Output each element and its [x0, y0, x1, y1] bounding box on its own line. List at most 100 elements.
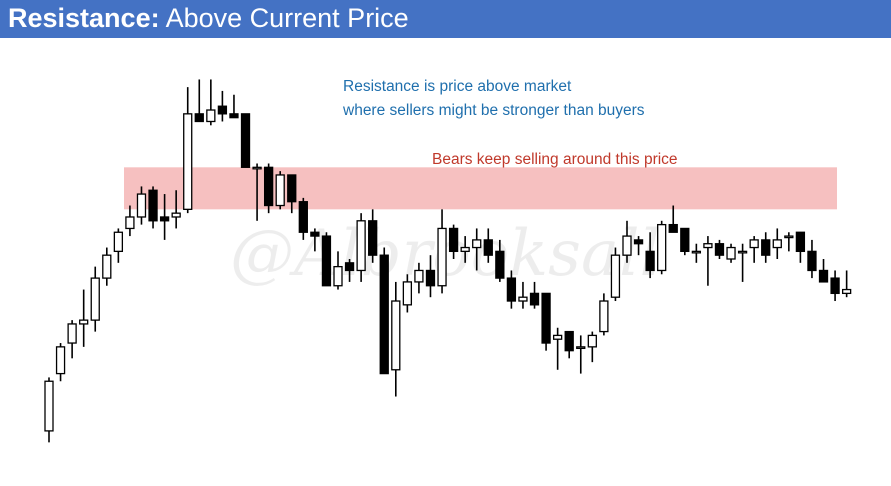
bull-candle-body: [125, 216, 135, 230]
bear-candle-body: [425, 269, 436, 287]
bear-candle-body: [506, 277, 517, 302]
bull-candle-body: [391, 300, 401, 371]
candle: [714, 239, 725, 259]
bull-candle-body: [552, 334, 563, 340]
bull-candle-body: [726, 246, 736, 260]
candle: [90, 266, 100, 332]
bull-candle-body: [102, 254, 112, 279]
candle: [830, 270, 840, 302]
candle: [576, 335, 586, 374]
bull-candle-body: [737, 250, 748, 254]
bears-selling-note: Bears keep selling around this price: [432, 151, 678, 168]
candle: [67, 320, 77, 359]
bull-candle-body: [67, 323, 77, 344]
bull-candle-body: [472, 239, 482, 249]
candle: [425, 255, 436, 298]
candle: [217, 90, 228, 122]
candle: [113, 228, 124, 263]
candle: [125, 205, 135, 237]
bull-candle-body: [275, 174, 285, 207]
candle: [737, 243, 748, 282]
candle: [321, 232, 332, 287]
candle: [171, 190, 181, 229]
candle: [818, 259, 829, 283]
bull-candle-body: [44, 380, 54, 432]
candle: [622, 220, 632, 263]
candle: [703, 236, 713, 286]
candle: [668, 205, 678, 233]
candle: [529, 281, 540, 309]
bear-candle-body: [217, 105, 228, 115]
bear-candle-body: [645, 250, 655, 272]
bear-candle-body: [529, 292, 540, 306]
bear-candle-body: [240, 113, 251, 168]
bear-candle-body: [159, 216, 170, 222]
candle: [44, 377, 54, 443]
bull-candle-body: [171, 212, 181, 218]
candle: [194, 79, 204, 123]
bear-candle-body: [310, 231, 320, 237]
candle: [518, 281, 528, 309]
bull-candle-body: [599, 300, 609, 333]
candle: [148, 186, 158, 229]
resistance-definition-line-1: Resistance is price above market: [343, 78, 572, 95]
candle: [414, 262, 424, 294]
candles-group: [44, 79, 852, 443]
bear-candle-body: [229, 113, 239, 119]
bull-candle-body: [402, 281, 413, 306]
bear-candle-body: [344, 262, 355, 272]
slide-title: Resistance: Above Current Price: [8, 2, 409, 34]
candle: [691, 243, 702, 263]
candle: [183, 87, 193, 214]
candle: [460, 236, 470, 263]
bear-candle-body: [287, 174, 297, 203]
bull-candle-body: [703, 243, 713, 249]
bull-candle-body: [55, 346, 66, 375]
candle: [587, 331, 597, 363]
candle: [795, 231, 806, 263]
title-bar: Resistance: Above Current Price: [0, 0, 891, 38]
bear-candle-body: [633, 239, 644, 245]
bull-candle-body: [333, 265, 343, 287]
candle: [472, 228, 482, 271]
candle: [448, 224, 459, 259]
bull-candle-body: [90, 277, 100, 321]
bull-candle-body: [437, 227, 447, 287]
bear-candle-body: [194, 113, 204, 123]
bull-candle-body: [113, 231, 124, 253]
bull-candle-body: [657, 223, 667, 272]
bear-candle-body: [298, 201, 308, 233]
candle: [356, 213, 366, 282]
bear-candle-body: [495, 250, 505, 279]
candle: [379, 247, 389, 375]
candle: [541, 292, 551, 351]
bear-candle-body: [379, 254, 389, 375]
candle: [633, 236, 644, 256]
candle: [263, 163, 274, 214]
bear-candle-body: [148, 189, 158, 222]
candle: [772, 228, 782, 259]
candle: [402, 274, 413, 313]
candle: [240, 113, 251, 168]
candle: [483, 228, 493, 263]
candlestick-chart: @Albrooksall Resistance is price above m…: [44, 78, 852, 443]
candle: [841, 270, 852, 298]
bull-candle-body: [79, 319, 89, 325]
candle: [391, 281, 401, 397]
bull-candle-body: [356, 220, 366, 272]
title-bold-part: Resistance:: [8, 3, 160, 33]
bear-candle-body: [368, 220, 378, 256]
bear-candle-body: [714, 243, 725, 256]
candle: [437, 209, 447, 294]
bull-candle-body: [749, 239, 759, 249]
bull-candle-body: [206, 109, 216, 123]
bull-candle-body: [784, 235, 794, 239]
bull-candle-body: [414, 269, 424, 283]
bear-candle-body: [795, 231, 806, 253]
bull-candle-body: [183, 113, 193, 210]
candle: [784, 232, 794, 252]
candle: [159, 194, 170, 240]
bull-candle-body: [518, 296, 528, 302]
candle: [495, 239, 505, 282]
bear-candle-body: [830, 277, 840, 295]
